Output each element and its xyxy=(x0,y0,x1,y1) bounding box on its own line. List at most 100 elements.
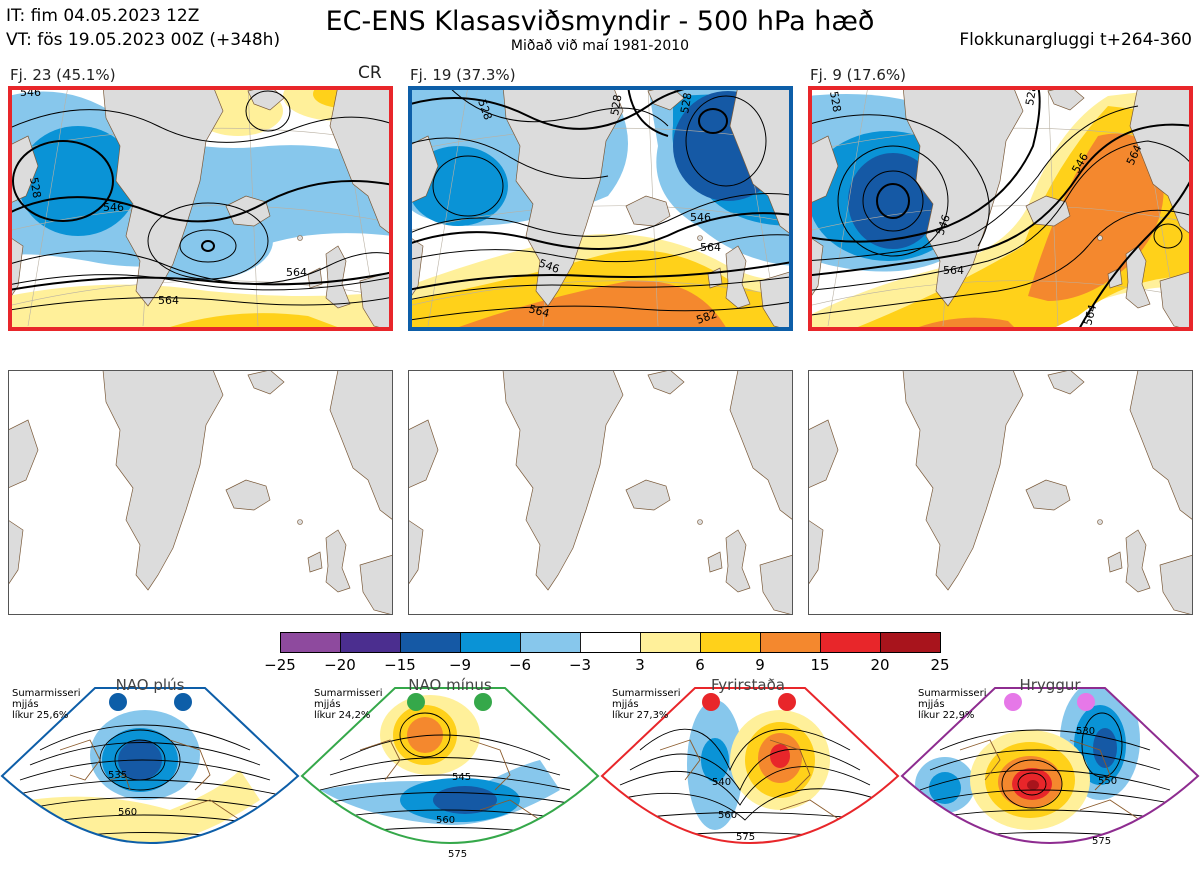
panel-1-contour-label-3: 546 xyxy=(103,201,124,214)
regime-2-season: Sumarmisseri xyxy=(314,688,383,699)
regime-4-contour-label-2: 550 xyxy=(1098,776,1117,787)
regime-3-text: Sumarmisseri mjjás líkur 27,3% xyxy=(612,688,680,721)
colorbar-ticks: −25 −20 −15 −9 −6 −3 3 6 9 15 20 25 xyxy=(264,656,949,676)
regime-2-text: Sumarmisseri mjjás líkur 24,2% xyxy=(314,688,382,721)
blank-map-panel-2-svg xyxy=(408,370,793,615)
panel-1-border xyxy=(8,86,393,331)
colorbar-tick-label: 25 xyxy=(930,656,950,674)
regime-3-contour-label-3: 575 xyxy=(736,832,755,843)
regime-2-marker-right xyxy=(474,693,492,711)
colorbar-swatch xyxy=(280,632,341,653)
regime-blocking[interactable]: 540 560 575 xyxy=(600,680,900,871)
colorbar-tick-label: −25 xyxy=(264,656,296,674)
colorbar-swatch xyxy=(820,632,881,653)
regime-3-season: Sumarmisseri xyxy=(612,688,681,699)
regime-3-contour-label-1: 540 xyxy=(712,777,731,788)
regime-1-contour-label-1: 535 xyxy=(108,770,127,781)
blank-map-panel-3[interactable] xyxy=(808,370,1193,615)
blank-map-panel-1-svg xyxy=(8,370,393,615)
regime-ridge[interactable]: 530 550 575 xyxy=(900,680,1200,871)
cluster-map-panel-1[interactable]: 546 528 546 564 564 xyxy=(8,86,393,331)
page-subtitle: Miðað við maí 1981-2010 xyxy=(510,38,690,54)
regime-nao-minus-svg: 545 560 575 xyxy=(300,687,600,860)
regime-4-text: Sumarmisseri mjjás líkur 22,9% xyxy=(918,688,986,721)
cluster-map-panel-3[interactable]: 528 546 564 564 528 546 564 xyxy=(808,86,1193,331)
classification-window-label: Flokkunargluggi t+264-360 xyxy=(959,30,1192,50)
regime-3-marker-left xyxy=(702,693,720,711)
regime-3-contour-label-2: 560 xyxy=(718,810,737,821)
regime-2-contour-label-3: 575 xyxy=(448,849,467,860)
regime-4-likelihood: líkur 22,9% xyxy=(918,710,975,721)
regime-2-state: mjjás xyxy=(314,699,341,710)
panel-3-contour-label-5: 528 xyxy=(1023,86,1039,107)
panel-1-contour-label-4: 564 xyxy=(286,266,307,279)
regime-4-state: mjjás xyxy=(918,699,945,710)
panel-2-contour-label-3: 528 xyxy=(678,92,694,115)
blank-map-panel-2[interactable] xyxy=(408,370,793,615)
regime-blocking-svg: 540 560 575 xyxy=(600,687,900,844)
regime-3-marker-right xyxy=(778,693,796,711)
colorbar-swatch xyxy=(340,632,401,653)
regime-1-title: NAO plús xyxy=(115,676,185,694)
panel-2-border xyxy=(408,86,793,331)
colorbar-tick-label: 15 xyxy=(810,656,830,674)
regime-4-season: Sumarmisseri xyxy=(918,688,987,699)
panel-3-contour-label-3: 564 xyxy=(943,264,964,277)
regime-3-state: mjjás xyxy=(612,699,639,710)
colorbar-swatch xyxy=(400,632,461,653)
colorbar-tick-label: 6 xyxy=(695,656,705,674)
regime-1-text: Sumarmisseri mjjás líkur 25,6% xyxy=(12,688,80,721)
header-init-time-block: IT: fim 04.05.2023 12Z VT: fös 19.05.202… xyxy=(6,4,280,52)
panel-1-contour-label-2: 528 xyxy=(27,176,43,199)
colorbar-tick-label: 9 xyxy=(755,656,765,674)
regime-1-marker-left xyxy=(109,693,127,711)
regime-2-title: NAO mínus xyxy=(408,676,492,694)
regime-ridge-svg: 530 550 575 xyxy=(900,687,1200,847)
colorbar-tick-label: −20 xyxy=(324,656,356,674)
regime-nao-minus[interactable]: 545 560 575 xyxy=(300,680,600,871)
colorbar-swatch xyxy=(460,632,521,653)
colorbar xyxy=(280,632,944,654)
panel-1-label: Fj. 23 (45.1%) xyxy=(10,66,116,84)
regime-4-contour-label-3: 575 xyxy=(1092,836,1111,847)
cluster-map-panel-3-svg: 528 546 564 564 528 546 564 xyxy=(808,86,1193,331)
colorbar-tick-label: 3 xyxy=(635,656,645,674)
colorbar-swatch xyxy=(700,632,761,653)
regime-2-marker-left xyxy=(407,693,425,711)
colorbar-swatch xyxy=(880,632,941,653)
panel-1-contour-label-5: 564 xyxy=(158,294,179,307)
blank-map-panel-1[interactable] xyxy=(8,370,393,615)
panel-2-contour-label-6: 564 xyxy=(700,241,721,254)
regime-4-marker-right xyxy=(1077,693,1095,711)
colorbar-swatch xyxy=(580,632,641,653)
regime-4-marker-left xyxy=(1004,693,1022,711)
colorbar-swatch xyxy=(760,632,821,653)
colorbar-tick-label: −6 xyxy=(508,656,532,674)
colorbar-tick-label: −15 xyxy=(384,656,416,674)
panel-2-label: Fj. 19 (37.3%) xyxy=(410,66,516,84)
colorbar-tick-label: −9 xyxy=(448,656,472,674)
regime-2-contour-label-1: 545 xyxy=(452,772,471,783)
regime-3-title: Fyrirstaða xyxy=(711,676,785,694)
regime-2-contour-label-2: 560 xyxy=(436,815,455,826)
panel-2-contour-label-7: 564 xyxy=(527,302,551,320)
panel-3-contour-label-1: 528 xyxy=(827,90,843,113)
colorbar-tick-label: −3 xyxy=(568,656,592,674)
panel-2-contour-label-4: 546 xyxy=(690,211,711,224)
regime-nao-plus[interactable]: 535 560 xyxy=(0,680,300,871)
panel-2-contour-label-2: 528 xyxy=(608,94,624,117)
regime-1-state: mjjás xyxy=(12,699,39,710)
regime-1-contour-label-2: 560 xyxy=(118,807,137,818)
regime-nao-plus-svg: 535 560 xyxy=(0,687,300,844)
colorbar-svg xyxy=(280,632,941,653)
regime-4-title: Hryggur xyxy=(1019,676,1081,694)
colorbar-tick-label: 20 xyxy=(870,656,890,674)
page-title: EC-ENS Klasasviðsmyndir - 500 hPa hæð xyxy=(325,6,875,37)
cluster-map-panel-2[interactable]: 528 528 528 546 546 564 564 582 xyxy=(408,86,793,331)
regime-1-marker-right xyxy=(174,693,192,711)
init-time-label: IT: fim 04.05.2023 12Z xyxy=(6,6,200,26)
panel-1-cr-tag: CR xyxy=(358,63,382,83)
regime-4-contour-label-1: 530 xyxy=(1076,726,1095,737)
panel-3-label: Fj. 9 (17.6%) xyxy=(810,66,906,84)
regime-3-likelihood: líkur 27,3% xyxy=(612,710,669,721)
